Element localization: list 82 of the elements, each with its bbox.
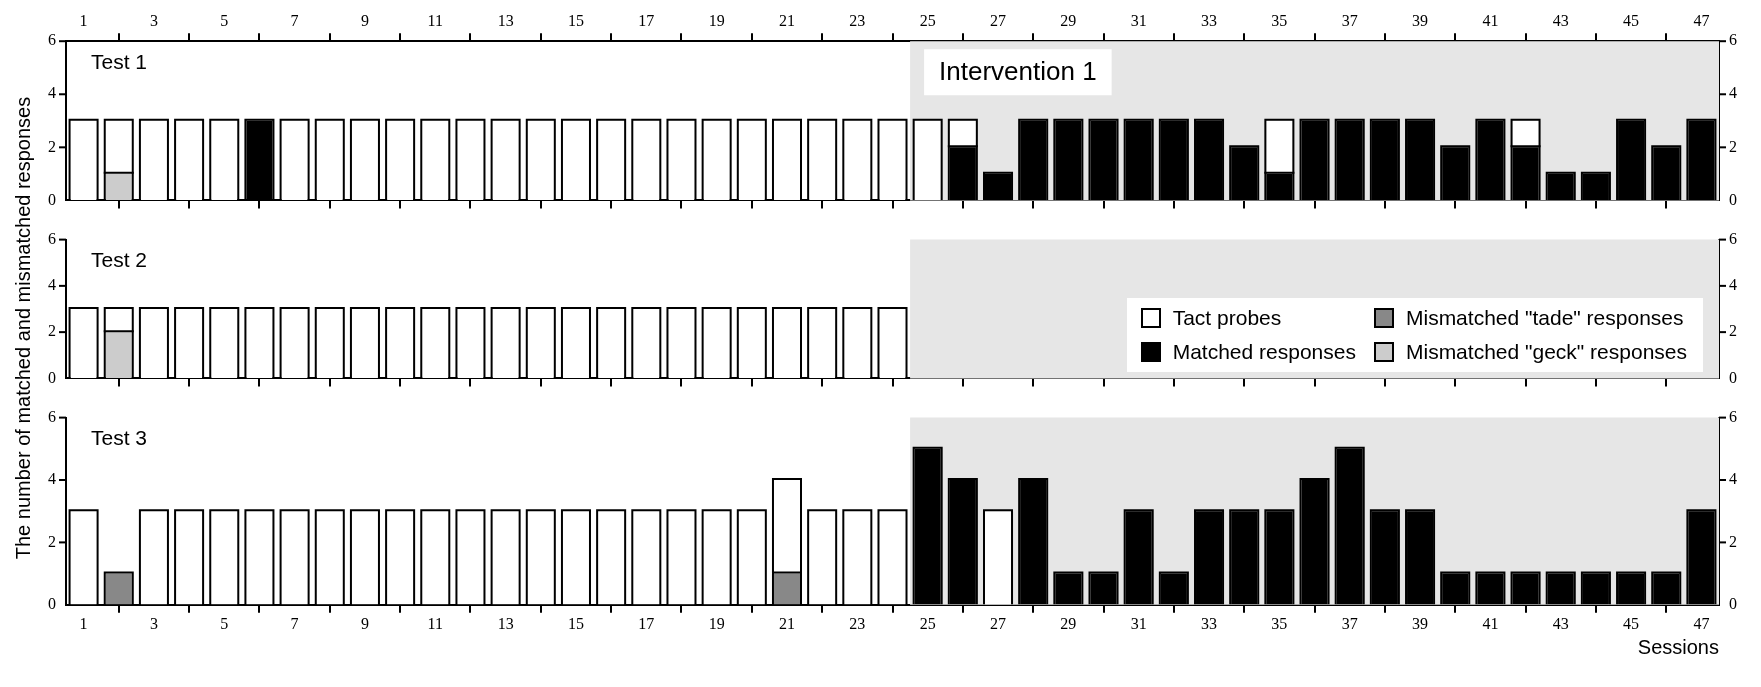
x-tick-label: 11 [427,614,443,632]
x2-tick-label: 5 [220,11,229,29]
x2-tick-label: 23 [849,11,866,29]
y2-tick-label: 6 [1729,407,1737,425]
x-tick-label: 25 [919,614,936,632]
x2-tick-label: 19 [708,11,725,29]
x2-tick-label: 9 [360,11,369,29]
x-tick-label: 33 [1201,614,1218,632]
y2-tick-label: 6 [1729,229,1737,247]
x-tick-label: 37 [1341,614,1358,632]
x-tick-label: 31 [1130,614,1147,632]
chart-title: Test 2 [91,248,148,272]
y-tick-label: 0 [48,368,56,386]
x2-tick-label: 21 [778,11,795,29]
x2-tick-label: 47 [1693,11,1710,29]
y2-tick-label: 4 [1729,470,1737,488]
x2-tick-label: 33 [1201,11,1218,29]
x2-tick-label: 31 [1130,11,1147,29]
x-tick-label: 41 [1482,614,1499,632]
y-tick-label: 2 [48,532,56,550]
x-tick-label: 17 [638,614,655,632]
y-axis-title: The number of matched and mismatched responses [11,96,35,560]
y2-tick-label: 4 [1729,276,1737,294]
x2-tick-label: 17 [638,11,655,29]
y-tick-label: 0 [48,190,56,208]
text: Tact probes [1172,306,1282,330]
y2-tick-label: 6 [1729,31,1737,49]
x-tick-label: 7 [290,614,299,632]
x2-tick-label: 13 [497,11,514,29]
y-tick-label: 2 [48,322,56,340]
y2-tick-label: 0 [1729,595,1737,612]
x2-tick-label: 11 [427,11,443,29]
y-tick-label: 6 [48,229,56,247]
x-tick-label: 35 [1271,614,1288,632]
x-tick-label: 15 [567,614,584,632]
chart-title: Test 1 [91,50,148,73]
x-tick-label: 21 [778,614,795,632]
legend-label: Mismatched "geck" responses [1405,340,1687,364]
x2-tick-label: 37 [1341,11,1358,29]
y2-tick-label: 4 [1729,84,1737,102]
legend-label: Mismatched "tade" responses [1405,306,1684,330]
x-tick-label: 29 [1060,614,1077,632]
x-tick-label: 43 [1552,614,1569,632]
x2-tick-label: 35 [1271,11,1288,29]
x-tick-label: 5 [220,614,229,632]
x-tick-label: 23 [849,614,866,632]
y-tick-label: 0 [48,595,56,612]
y2-tick-label: 2 [1729,322,1737,340]
y-tick-label: 6 [48,407,56,425]
legend-label: Matched responses [1172,340,1356,364]
x2-tick-label: 39 [1412,11,1429,29]
y2-tick-label: 2 [1729,137,1737,155]
x-tick-label: 27 [990,614,1007,632]
x2-tick-label: 29 [1060,11,1077,29]
y-tick-label: 4 [48,276,56,294]
y-tick-label: 2 [48,137,56,155]
y2-tick-label: 0 [1729,190,1737,208]
x-tick-label: 39 [1412,614,1429,632]
x-tick-label: 13 [497,614,514,632]
x-tick-label: 47 [1693,614,1710,632]
y2-tick-label: 2 [1729,532,1737,550]
x2-tick-label: 41 [1482,11,1499,29]
x-axis-title: Sessions [1637,635,1719,658]
x2-tick-label: 27 [990,11,1007,29]
y2-tick-label: 0 [1729,368,1737,386]
x2-tick-label: 45 [1623,11,1640,29]
y-tick-label: 4 [48,470,56,488]
band-label: Intervention 1 [939,56,1097,87]
x2-tick-label: 1 [79,11,88,29]
x-tick-label: 45 [1623,614,1640,632]
y-tick-label: 4 [48,84,56,102]
chart-title: Test 3 [91,426,148,450]
x2-tick-label: 25 [919,11,936,29]
x2-tick-label: 3 [149,11,158,29]
x2-tick-label: 15 [567,11,584,29]
y-tick-label: 6 [48,31,56,49]
x-tick-label: 19 [708,614,725,632]
x2-tick-label: 7 [290,11,299,29]
x2-tick-label: 43 [1552,11,1569,29]
x-tick-label: 9 [360,614,369,632]
x-tick-label: 1 [79,614,88,632]
x-tick-label: 3 [149,614,158,632]
